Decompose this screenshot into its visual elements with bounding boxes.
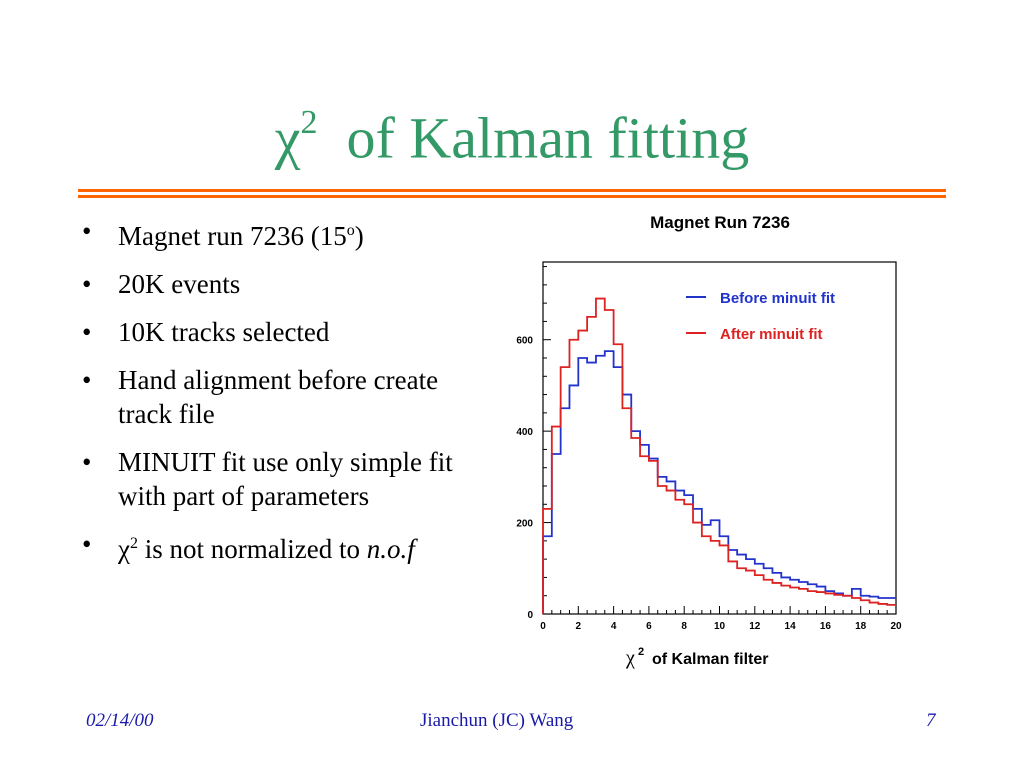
chi-symbol: χ — [118, 534, 130, 564]
y-tick-label: 400 — [516, 427, 533, 438]
bullet-item: χ2 is not normalized to n.o.f — [76, 527, 456, 566]
bullet-text: is not normalized to — [137, 534, 367, 564]
y-tick-label: 600 — [516, 336, 533, 347]
footer-page-number: 7 — [926, 710, 936, 731]
footer-date: 02/14/00 — [86, 710, 154, 731]
bullet-item: MINUIT fit use only simple fit with part… — [76, 445, 456, 513]
x-tick-label: 8 — [681, 621, 687, 632]
legend-label: Before minuit fit — [720, 290, 835, 307]
x-axis-label-text: of Kalman filter — [652, 651, 768, 668]
bullet-item: 20K events — [76, 267, 456, 301]
degree-superscript: o — [346, 222, 355, 239]
bullet-text: MINUIT fit use only simple fit with part… — [118, 447, 453, 511]
bullet-item: Magnet run 7236 (15o) — [76, 214, 456, 253]
title-text: of Kalman fitting — [346, 105, 750, 171]
x-tick-label: 4 — [611, 621, 617, 632]
title-chi-symbol: χ — [274, 105, 301, 171]
title-rule-top — [78, 189, 946, 192]
title-rule-bottom — [78, 195, 946, 198]
bullet-item: 10K tracks selected — [76, 315, 456, 349]
x-tick-label: 18 — [855, 621, 867, 632]
title-superscript: 2 — [300, 104, 318, 141]
footer-author: Jianchun (JC) Wang — [420, 710, 574, 731]
x-tick-label: 6 — [646, 621, 652, 632]
y-tick-label: 0 — [527, 610, 533, 621]
slide-title: χ2 of Kalman fitting — [0, 92, 1024, 173]
legend-label: After minuit fit — [720, 326, 823, 343]
bullet-text-end: ) — [354, 221, 364, 251]
y-tick-label: 200 — [516, 519, 533, 530]
bullet-text: 10K tracks selected — [118, 317, 330, 347]
bullet-italic-text: n.o.f — [366, 534, 415, 564]
histogram-series-after — [542, 297, 896, 614]
chart-title: Magnet Run 7236 — [650, 213, 790, 232]
x-tick-label: 10 — [714, 621, 726, 632]
x-tick-label: 20 — [890, 621, 902, 632]
x-axis-label-chi: χ — [625, 647, 635, 669]
x-tick-label: 0 — [540, 621, 546, 632]
bullet-text: Hand alignment before create track file — [118, 365, 439, 429]
chi-superscript: 2 — [129, 535, 138, 552]
x-axis-label-superscript: 2 — [638, 646, 644, 658]
x-tick-label: 14 — [785, 621, 797, 632]
bullet-text: 20K events — [118, 269, 241, 299]
x-tick-label: 16 — [820, 621, 832, 632]
x-tick-label: 2 — [576, 621, 582, 632]
histogram-series-before — [542, 350, 896, 614]
x-tick-label: 12 — [749, 621, 761, 632]
bullet-list: Magnet run 7236 (15o) 20K events 10K tra… — [76, 214, 456, 580]
bullet-item: Hand alignment before create track file — [76, 363, 456, 431]
bullet-text: Magnet run 7236 (15 — [118, 221, 347, 251]
